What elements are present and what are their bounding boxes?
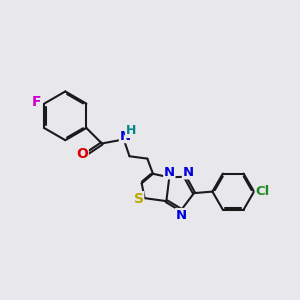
- Text: O: O: [76, 147, 88, 160]
- Text: H: H: [125, 124, 136, 137]
- Text: N: N: [119, 130, 130, 142]
- Text: N: N: [164, 166, 175, 179]
- Text: N: N: [176, 208, 187, 222]
- Text: Cl: Cl: [255, 185, 269, 198]
- Text: S: S: [134, 192, 144, 206]
- Text: N: N: [182, 166, 194, 179]
- Text: F: F: [32, 95, 41, 109]
